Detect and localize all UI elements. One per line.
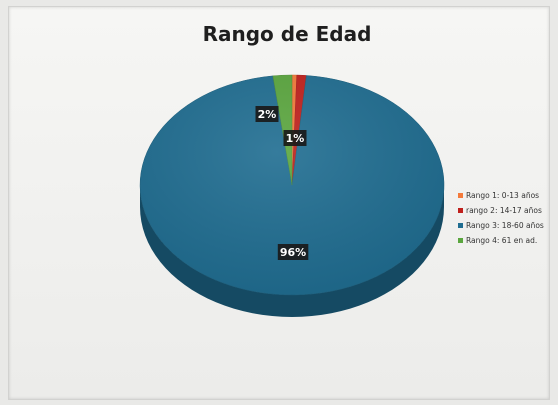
legend-label: Rango 1: 0-13 años xyxy=(466,191,539,200)
legend-item-2: Rango 3: 18-60 años xyxy=(458,221,544,230)
legend-item-1: rango 2: 14-17 años xyxy=(458,206,542,215)
legend-swatch xyxy=(458,193,463,198)
data-label-text: 2% xyxy=(258,108,277,121)
data-label-box xyxy=(255,106,279,122)
legend-item-3: Rango 4: 61 en ad. xyxy=(458,236,537,245)
data-label-box xyxy=(277,244,309,260)
chart-title: Rango de Edad xyxy=(203,22,372,46)
data-label-3: 2% xyxy=(255,106,279,122)
pie-side-2 xyxy=(140,185,444,317)
pie-top xyxy=(139,74,445,296)
data-label-1: 1% xyxy=(283,130,307,146)
legend-label: Rango 4: 61 en ad. xyxy=(466,236,537,245)
legend-swatch xyxy=(458,223,463,228)
data-label-box xyxy=(283,130,307,146)
legend: Rango 1: 0-13 años rango 2: 14-17 años Ran… xyxy=(458,191,544,245)
data-label-text: 96% xyxy=(280,246,306,259)
legend-swatch xyxy=(458,238,463,243)
legend-swatch xyxy=(458,208,463,213)
pie-data-labels: 1% 96% 2% xyxy=(255,106,309,260)
data-label-text: 1% xyxy=(286,132,305,145)
pie-sides xyxy=(140,185,444,317)
legend-item-0: Rango 1: 0-13 años xyxy=(458,191,539,200)
pie-sheen xyxy=(140,75,444,295)
legend-label: rango 2: 14-17 años xyxy=(466,206,542,215)
legend-label: Rango 3: 18-60 años xyxy=(466,221,544,230)
data-label-2: 96% xyxy=(277,244,309,260)
